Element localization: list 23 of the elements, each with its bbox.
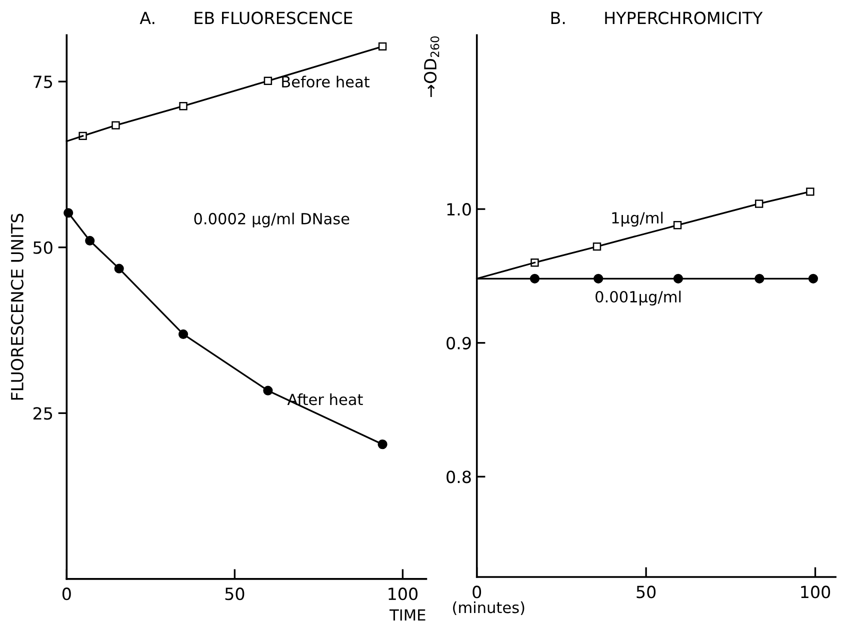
x-tick-label: 100 — [388, 588, 418, 600]
y-tick-label: 25 — [33, 407, 52, 420]
x-tick-label: 0 — [62, 588, 71, 600]
y-tick-label: 50 — [34, 241, 52, 254]
chart-title: B. HYPERCHROMICITY — [551, 12, 763, 24]
x-tick-label: 100 — [801, 586, 830, 598]
x-axis-title: (minutes) — [453, 601, 524, 616]
x-tick-label: 50 — [225, 588, 244, 600]
y-axis-title: FLUORESCENCE UNITS — [10, 214, 24, 400]
y-tick-label: 0.9 — [446, 336, 471, 350]
annotation: 0.0002 µg/ml DNase — [194, 212, 350, 228]
series-label: 0.001µg/ml — [596, 290, 681, 306]
y-tick-label: 1.0 — [447, 203, 471, 216]
y-tick-label: 0.8 — [446, 470, 471, 484]
series-label: 1µg/ml — [612, 212, 663, 227]
x-axis-title: TIME — [390, 609, 426, 621]
series-label: After heat — [287, 393, 363, 406]
y-axis-title: →OD$_{260}$ — [424, 36, 440, 98]
chart-title: A. EB FLUORESCENCE — [140, 12, 352, 24]
series-label: Before heat — [282, 76, 370, 88]
y-tick-label: 75 — [34, 76, 52, 88]
x-tick-label: 0 — [472, 586, 482, 598]
x-tick-label: 50 — [636, 586, 656, 598]
